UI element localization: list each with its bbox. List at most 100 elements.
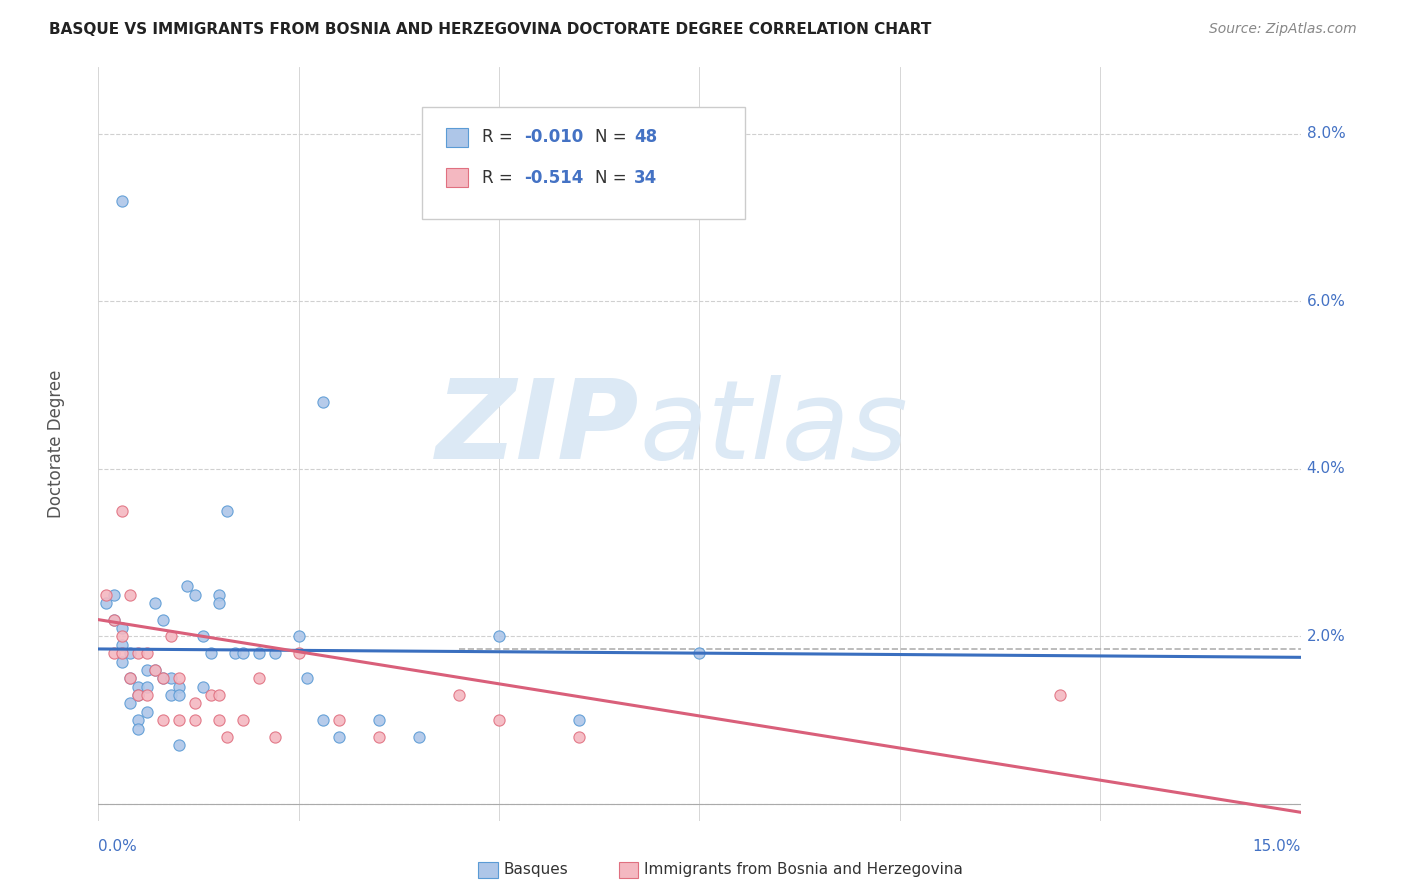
- Point: [288, 646, 311, 660]
- Point: [111, 504, 134, 518]
- Point: [215, 504, 238, 518]
- Point: [120, 671, 142, 685]
- Point: [208, 688, 231, 702]
- Point: [111, 194, 134, 208]
- Point: [263, 646, 285, 660]
- Point: [312, 395, 335, 409]
- Point: [103, 613, 125, 627]
- Point: [408, 730, 430, 744]
- Text: Basques: Basques: [503, 863, 568, 877]
- Point: [183, 588, 205, 602]
- Point: [103, 646, 125, 660]
- Point: [232, 713, 254, 727]
- Point: [128, 713, 150, 727]
- Text: -0.010: -0.010: [524, 128, 583, 146]
- Text: Source: ZipAtlas.com: Source: ZipAtlas.com: [1209, 22, 1357, 37]
- Text: R =: R =: [482, 128, 519, 146]
- Text: BASQUE VS IMMIGRANTS FROM BOSNIA AND HERZEGOVINA DOCTORATE DEGREE CORRELATION CH: BASQUE VS IMMIGRANTS FROM BOSNIA AND HER…: [49, 22, 932, 37]
- Point: [143, 596, 166, 610]
- Text: N =: N =: [595, 169, 631, 186]
- Point: [135, 663, 157, 677]
- Point: [120, 588, 142, 602]
- Text: atlas: atlas: [640, 376, 908, 483]
- Point: [128, 688, 150, 702]
- Point: [208, 713, 231, 727]
- Point: [128, 680, 150, 694]
- Point: [191, 629, 214, 643]
- Point: [200, 646, 222, 660]
- Point: [288, 629, 311, 643]
- Point: [208, 588, 231, 602]
- Point: [328, 730, 350, 744]
- Point: [152, 713, 174, 727]
- Point: [167, 688, 190, 702]
- Point: [183, 697, 205, 711]
- Point: [688, 646, 710, 660]
- Text: 34: 34: [634, 169, 658, 186]
- Point: [263, 730, 285, 744]
- Point: [159, 688, 181, 702]
- Text: -0.514: -0.514: [524, 169, 583, 186]
- Point: [128, 646, 150, 660]
- Text: 4.0%: 4.0%: [1306, 461, 1346, 476]
- Point: [447, 688, 470, 702]
- Point: [143, 663, 166, 677]
- Point: [111, 646, 134, 660]
- Point: [103, 613, 125, 627]
- Point: [224, 646, 246, 660]
- Point: [568, 730, 591, 744]
- Point: [208, 596, 231, 610]
- Point: [111, 621, 134, 635]
- Point: [128, 722, 150, 736]
- Text: ZIP: ZIP: [436, 376, 640, 483]
- Point: [295, 671, 318, 685]
- Point: [183, 713, 205, 727]
- Point: [488, 629, 510, 643]
- Point: [111, 655, 134, 669]
- Text: Doctorate Degree: Doctorate Degree: [48, 369, 65, 518]
- Text: 2.0%: 2.0%: [1306, 629, 1346, 644]
- Point: [135, 688, 157, 702]
- Text: 8.0%: 8.0%: [1306, 127, 1346, 142]
- Point: [215, 730, 238, 744]
- Point: [167, 680, 190, 694]
- Point: [120, 697, 142, 711]
- Point: [167, 671, 190, 685]
- Point: [191, 680, 214, 694]
- Point: [167, 713, 190, 727]
- Point: [96, 596, 118, 610]
- Point: [128, 688, 150, 702]
- Point: [135, 705, 157, 719]
- Text: 15.0%: 15.0%: [1253, 839, 1301, 855]
- Point: [1049, 688, 1071, 702]
- Point: [312, 713, 335, 727]
- Point: [96, 588, 118, 602]
- Point: [135, 646, 157, 660]
- Point: [328, 713, 350, 727]
- Text: Immigrants from Bosnia and Herzegovina: Immigrants from Bosnia and Herzegovina: [644, 863, 963, 877]
- Text: 0.0%: 0.0%: [98, 839, 138, 855]
- Text: N =: N =: [595, 128, 631, 146]
- Point: [111, 629, 134, 643]
- Point: [488, 713, 510, 727]
- Point: [120, 671, 142, 685]
- Point: [159, 629, 181, 643]
- Point: [152, 671, 174, 685]
- Point: [247, 671, 270, 685]
- Point: [176, 579, 198, 593]
- Point: [167, 739, 190, 753]
- Point: [247, 646, 270, 660]
- Point: [152, 613, 174, 627]
- Text: R =: R =: [482, 169, 519, 186]
- Point: [111, 638, 134, 652]
- Point: [368, 730, 391, 744]
- Point: [200, 688, 222, 702]
- Text: 48: 48: [634, 128, 657, 146]
- Point: [143, 663, 166, 677]
- Point: [568, 713, 591, 727]
- Point: [159, 671, 181, 685]
- Point: [368, 713, 391, 727]
- Text: 6.0%: 6.0%: [1306, 293, 1346, 309]
- Point: [120, 646, 142, 660]
- Point: [232, 646, 254, 660]
